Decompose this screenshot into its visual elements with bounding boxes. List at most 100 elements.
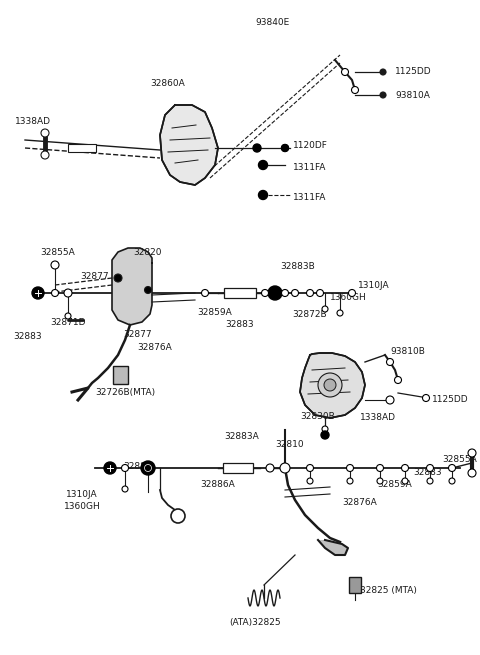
Circle shape <box>347 478 353 484</box>
Circle shape <box>262 290 268 297</box>
Text: 32855A: 32855A <box>443 455 478 464</box>
Text: 93810B: 93810B <box>390 348 425 356</box>
Circle shape <box>448 464 456 472</box>
Polygon shape <box>318 540 348 555</box>
Text: 32820: 32820 <box>134 248 162 257</box>
Circle shape <box>337 310 343 316</box>
Text: 93810A: 93810A <box>395 90 430 100</box>
Text: (ATA)32825: (ATA)32825 <box>229 618 281 627</box>
Bar <box>112 366 128 384</box>
Circle shape <box>104 462 116 474</box>
Circle shape <box>401 464 408 472</box>
Circle shape <box>380 92 386 98</box>
Circle shape <box>324 379 336 391</box>
Text: 1311FA: 1311FA <box>293 193 326 202</box>
Text: 1360GH: 1360GH <box>330 293 367 303</box>
Text: 32871D: 32871D <box>50 318 86 327</box>
Circle shape <box>322 306 328 312</box>
Circle shape <box>291 290 299 297</box>
Circle shape <box>307 464 313 472</box>
Text: 1125DD: 1125DD <box>395 67 432 77</box>
Circle shape <box>395 377 401 383</box>
Circle shape <box>202 290 208 297</box>
Text: 32872B: 32872B <box>293 310 327 319</box>
Polygon shape <box>300 353 365 418</box>
Circle shape <box>253 144 261 152</box>
Bar <box>349 577 361 593</box>
Text: 32726B(MTA): 32726B(MTA) <box>95 388 155 397</box>
Circle shape <box>386 358 394 365</box>
Text: 32876A: 32876A <box>343 498 377 507</box>
Circle shape <box>268 286 282 300</box>
Circle shape <box>377 478 383 484</box>
Circle shape <box>64 289 72 297</box>
Text: 32825 (MTA): 32825 (MTA) <box>360 586 417 595</box>
Text: 32877: 32877 <box>124 330 152 339</box>
Text: 1310JA: 1310JA <box>358 280 390 290</box>
Text: 32886A: 32886A <box>201 480 235 489</box>
Circle shape <box>266 464 274 472</box>
Circle shape <box>468 449 476 457</box>
Text: 1360GH: 1360GH <box>64 502 100 511</box>
Circle shape <box>422 394 430 402</box>
Circle shape <box>347 464 353 472</box>
Polygon shape <box>160 105 218 185</box>
Text: 32883B: 32883B <box>281 262 315 271</box>
Circle shape <box>376 464 384 472</box>
Text: 32859A: 32859A <box>198 308 232 317</box>
Circle shape <box>281 290 288 297</box>
Circle shape <box>281 145 288 151</box>
Circle shape <box>144 286 152 293</box>
Text: 32883A: 32883A <box>225 432 259 441</box>
Text: 32883: 32883 <box>414 468 442 477</box>
Circle shape <box>51 290 59 297</box>
Circle shape <box>259 160 267 170</box>
Text: 32883: 32883 <box>226 320 254 329</box>
Circle shape <box>449 478 455 484</box>
Bar <box>68 144 96 152</box>
Circle shape <box>144 464 152 472</box>
Circle shape <box>348 290 356 297</box>
Circle shape <box>321 431 329 439</box>
Text: 32855A: 32855A <box>41 248 75 257</box>
Bar <box>223 463 253 473</box>
Text: 1310JA: 1310JA <box>66 490 98 499</box>
Circle shape <box>322 426 328 432</box>
Text: 32830B: 32830B <box>300 412 336 421</box>
Circle shape <box>351 86 359 94</box>
Circle shape <box>307 290 313 297</box>
Circle shape <box>280 463 290 473</box>
Circle shape <box>32 287 44 299</box>
Circle shape <box>41 151 49 159</box>
Text: 32883: 32883 <box>124 462 152 471</box>
Text: 32877: 32877 <box>80 272 108 281</box>
Circle shape <box>386 396 394 404</box>
Text: 32883: 32883 <box>14 332 42 341</box>
Text: 1125DD: 1125DD <box>432 396 468 405</box>
Circle shape <box>141 461 155 475</box>
Text: 32876A: 32876A <box>138 343 172 352</box>
Circle shape <box>259 191 267 200</box>
Circle shape <box>281 145 288 151</box>
Text: 32860A: 32860A <box>150 79 185 88</box>
Circle shape <box>380 69 386 75</box>
Text: 32859A: 32859A <box>378 480 412 489</box>
Circle shape <box>316 290 324 297</box>
Circle shape <box>41 129 49 137</box>
Circle shape <box>468 469 476 477</box>
Circle shape <box>427 478 433 484</box>
Text: 1338AD: 1338AD <box>360 413 396 422</box>
Text: 1311FA: 1311FA <box>293 164 326 172</box>
Circle shape <box>121 464 129 472</box>
Circle shape <box>114 274 122 282</box>
Circle shape <box>65 313 71 319</box>
Circle shape <box>122 486 128 492</box>
Circle shape <box>171 509 185 523</box>
Text: 1338AD: 1338AD <box>15 117 51 126</box>
Text: 93840E: 93840E <box>255 18 289 27</box>
Circle shape <box>427 464 433 472</box>
Circle shape <box>402 478 408 484</box>
Circle shape <box>307 478 313 484</box>
Circle shape <box>318 373 342 397</box>
Bar <box>224 288 256 298</box>
